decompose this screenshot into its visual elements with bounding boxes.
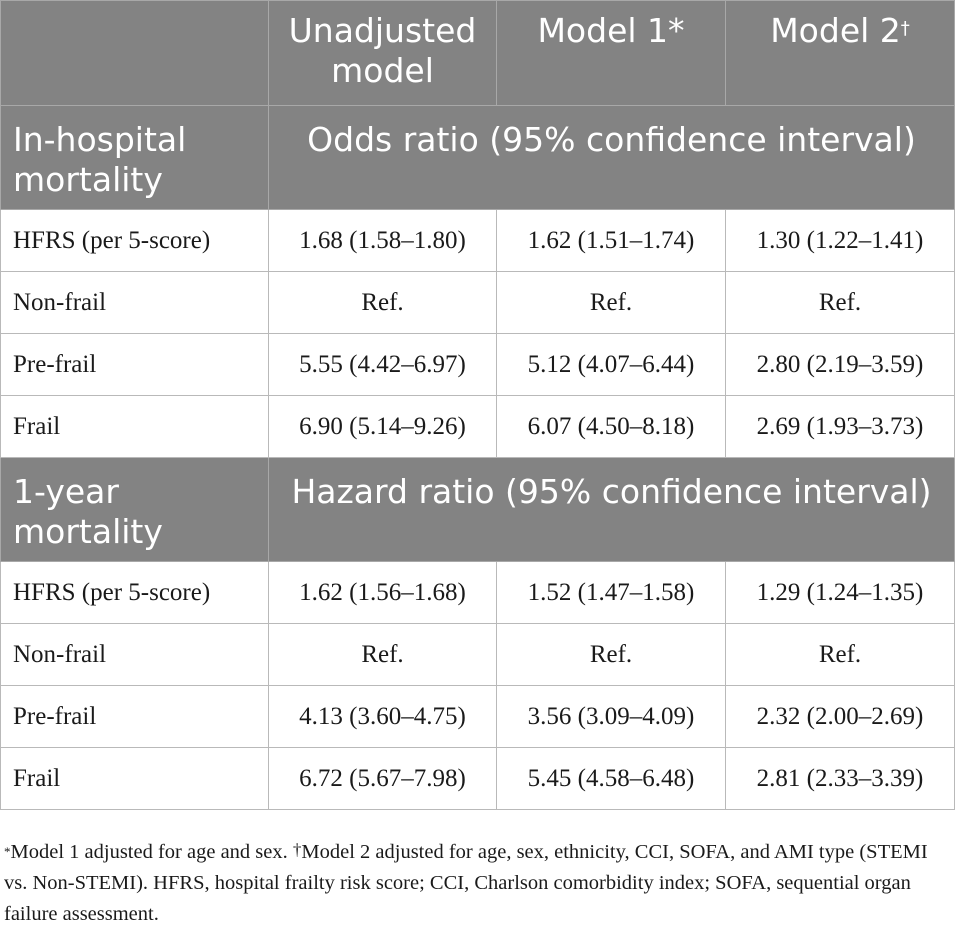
- cell-model-2: 1.30 (1.22–1.41): [725, 209, 955, 272]
- cell-model-2: 2.32 (2.00–2.69): [725, 685, 955, 748]
- cell-unadjusted: 1.68 (1.58–1.80): [268, 209, 497, 272]
- cell-model-1: 1.62 (1.51–1.74): [496, 209, 726, 272]
- cell-unadjusted: 6.90 (5.14–9.26): [268, 395, 497, 458]
- cell-model-2: 2.69 (1.93–3.73): [725, 395, 955, 458]
- table-footnotes: *Model 1 adjusted for age and sex. †Mode…: [4, 837, 954, 930]
- section-header-row: In-hospital mortality Odds ratio (95% co…: [0, 105, 955, 210]
- cell-model-1: 5.45 (4.58–6.48): [496, 747, 726, 810]
- row-label: Frail: [0, 747, 269, 810]
- results-table: Unadjusted model Model 1* Model 2† In-ho…: [0, 0, 955, 810]
- table-row: Frail 6.90 (5.14–9.26) 6.07 (4.50–8.18) …: [0, 395, 955, 458]
- cell-unadjusted: 1.62 (1.56–1.68): [268, 561, 497, 624]
- cell-model-2: Ref.: [725, 271, 955, 334]
- cell-model-1: Ref.: [496, 623, 726, 686]
- table-row: Frail 6.72 (5.67–7.98) 5.45 (4.58–6.48) …: [0, 747, 955, 810]
- row-label: Pre-frail: [0, 685, 269, 748]
- header-cell-empty: [0, 0, 269, 106]
- row-label: Frail: [0, 395, 269, 458]
- cell-unadjusted: Ref.: [268, 623, 497, 686]
- cell-model-1: 5.12 (4.07–6.44): [496, 333, 726, 396]
- section-label: In-hospital mortality: [0, 105, 269, 210]
- table-row: Pre-frail 5.55 (4.42–6.97) 5.12 (4.07–6.…: [0, 333, 955, 396]
- cell-unadjusted: 5.55 (4.42–6.97): [268, 333, 497, 396]
- table-row: HFRS (per 5-score) 1.68 (1.58–1.80) 1.62…: [0, 209, 955, 272]
- cell-model-1: 3.56 (3.09–4.09): [496, 685, 726, 748]
- row-label: Pre-frail: [0, 333, 269, 396]
- header-row: Unadjusted model Model 1* Model 2†: [0, 0, 955, 106]
- cell-unadjusted: Ref.: [268, 271, 497, 334]
- table-row: Pre-frail 4.13 (3.60–4.75) 3.56 (3.09–4.…: [0, 685, 955, 748]
- section-measure: Odds ratio (95% confidence interval): [268, 105, 955, 210]
- cell-model-2: 1.29 (1.24–1.35): [725, 561, 955, 624]
- section-measure: Hazard ratio (95% confidence interval): [268, 457, 955, 562]
- footnote-mark-dagger: †: [292, 840, 302, 859]
- footnote-model-2: Model 2 adjusted for age, sex, ethnicity…: [4, 841, 928, 925]
- header-model-1: Model 1*: [496, 0, 726, 106]
- cell-model-1: 1.52 (1.47–1.58): [496, 561, 726, 624]
- table-row: HFRS (per 5-score) 1.62 (1.56–1.68) 1.52…: [0, 561, 955, 624]
- cell-model-2: Ref.: [725, 623, 955, 686]
- cell-model-2: 2.81 (2.33–3.39): [725, 747, 955, 810]
- table-row: Non-frail Ref. Ref. Ref.: [0, 623, 955, 686]
- cell-model-1: Ref.: [496, 271, 726, 334]
- header-model-2: Model 2†: [725, 0, 955, 106]
- row-label: Non-frail: [0, 271, 269, 334]
- table-row: Non-frail Ref. Ref. Ref.: [0, 271, 955, 334]
- cell-unadjusted: 6.72 (5.67–7.98): [268, 747, 497, 810]
- row-label: Non-frail: [0, 623, 269, 686]
- row-label: HFRS (per 5-score): [0, 561, 269, 624]
- header-unadjusted-model: Unadjusted model: [268, 0, 497, 106]
- footnote-model-1: Model 1 adjusted for age and sex.: [10, 841, 293, 863]
- section-header-row: 1-year mortality Hazard ratio (95% confi…: [0, 457, 955, 562]
- section-label: 1-year mortality: [0, 457, 269, 562]
- footnote-mark-asterisk: *: [4, 844, 11, 859]
- model-2-footnote-mark: †: [900, 18, 910, 39]
- model-1-footnote-mark: *: [668, 11, 685, 50]
- cell-model-1: 6.07 (4.50–8.18): [496, 395, 726, 458]
- cell-unadjusted: 4.13 (3.60–4.75): [268, 685, 497, 748]
- row-label: HFRS (per 5-score): [0, 209, 269, 272]
- cell-model-2: 2.80 (2.19–3.59): [725, 333, 955, 396]
